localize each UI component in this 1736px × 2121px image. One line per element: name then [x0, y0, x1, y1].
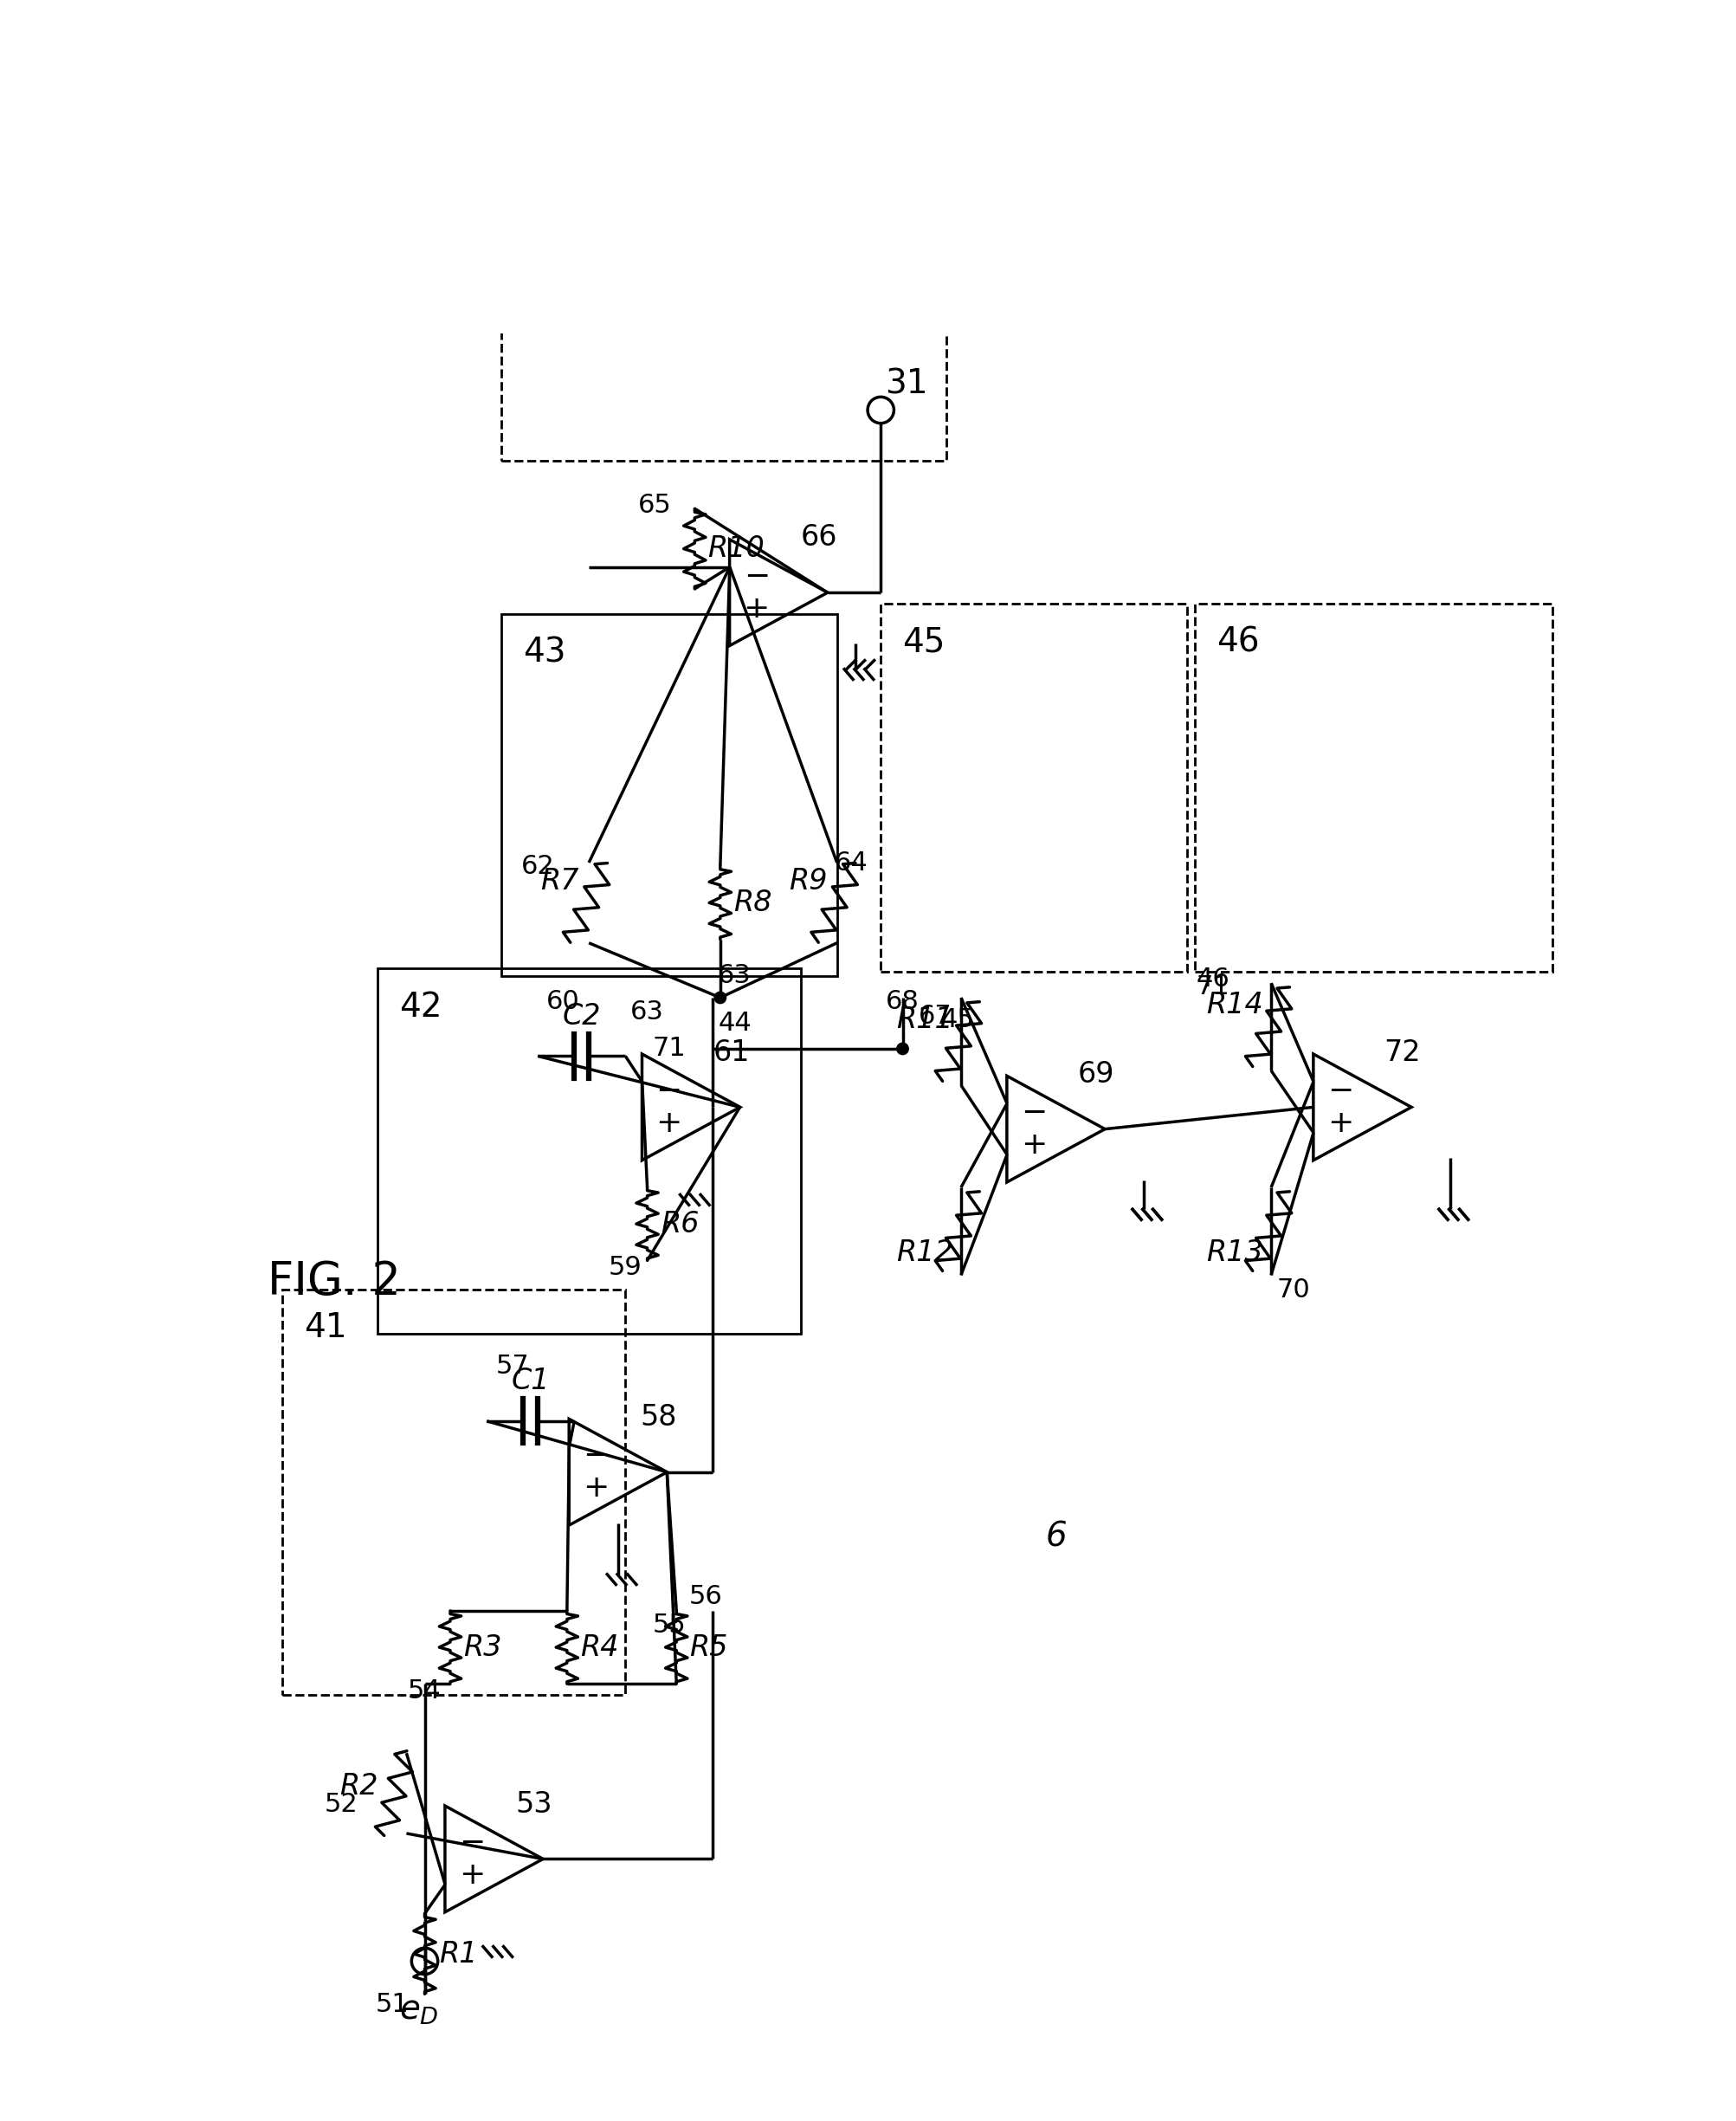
- Text: R1: R1: [439, 1939, 477, 1968]
- Text: +: +: [1021, 1130, 1047, 1160]
- Text: −: −: [743, 562, 769, 592]
- Text: +: +: [458, 1860, 484, 1890]
- Text: R3: R3: [464, 1633, 502, 1661]
- Text: R12: R12: [896, 1239, 953, 1268]
- Text: 65: 65: [637, 492, 672, 518]
- Text: 54: 54: [408, 1678, 441, 1703]
- Text: 55: 55: [653, 1612, 686, 1637]
- Text: 71: 71: [1196, 974, 1229, 999]
- Text: R14: R14: [1207, 991, 1264, 1020]
- Text: 43: 43: [523, 636, 566, 670]
- Text: 64: 64: [835, 851, 868, 876]
- Text: 56: 56: [689, 1584, 722, 1608]
- Text: 67: 67: [918, 1003, 953, 1029]
- Text: +: +: [583, 1474, 609, 1504]
- Bar: [1194, 604, 1552, 971]
- Text: 70: 70: [1276, 1277, 1311, 1302]
- Text: 42: 42: [399, 991, 443, 1022]
- Circle shape: [715, 993, 726, 1003]
- Text: R7: R7: [540, 867, 580, 895]
- Text: FIG. 2: FIG. 2: [267, 1260, 401, 1304]
- Text: 46: 46: [1196, 967, 1229, 993]
- Text: −: −: [1328, 1077, 1354, 1105]
- Text: C1: C1: [510, 1366, 550, 1396]
- Bar: [502, 0, 946, 460]
- Text: −: −: [583, 1442, 609, 1470]
- Text: R5: R5: [689, 1633, 727, 1661]
- Text: +: +: [656, 1109, 682, 1137]
- Text: 51: 51: [375, 1992, 408, 2017]
- Text: 69: 69: [1078, 1060, 1115, 1088]
- Text: −: −: [1021, 1099, 1047, 1128]
- Text: 63: 63: [630, 999, 665, 1024]
- Text: 63: 63: [719, 963, 752, 988]
- Text: 61: 61: [713, 1037, 750, 1067]
- Text: 46: 46: [1217, 626, 1259, 658]
- Text: R6: R6: [660, 1209, 700, 1239]
- Text: +: +: [743, 594, 769, 624]
- Text: +: +: [1326, 1109, 1354, 1137]
- Text: 6: 6: [1045, 1521, 1066, 1553]
- Text: −: −: [656, 1077, 682, 1105]
- Text: R10: R10: [708, 534, 766, 562]
- Text: 41: 41: [304, 1311, 347, 1345]
- Text: 66: 66: [800, 524, 837, 551]
- Text: 72: 72: [1384, 1037, 1422, 1067]
- Text: 62: 62: [521, 855, 554, 878]
- Text: 53: 53: [516, 1790, 552, 1818]
- Text: R8: R8: [733, 889, 773, 916]
- Text: 45: 45: [903, 626, 946, 658]
- Text: 52: 52: [325, 1792, 358, 1818]
- Bar: [502, 615, 837, 976]
- Text: R2: R2: [340, 1771, 378, 1801]
- Text: 57: 57: [495, 1353, 529, 1379]
- Bar: [283, 1290, 625, 1695]
- Bar: [377, 969, 800, 1334]
- Text: 71: 71: [653, 1037, 686, 1060]
- Text: 68: 68: [885, 988, 920, 1014]
- Text: −: −: [458, 1828, 484, 1858]
- Text: 58: 58: [641, 1404, 677, 1432]
- Text: R9: R9: [788, 867, 826, 895]
- Bar: [880, 604, 1187, 971]
- Text: R11: R11: [896, 1005, 953, 1033]
- Text: C2: C2: [562, 1001, 601, 1031]
- Circle shape: [898, 1044, 908, 1054]
- Text: 44: 44: [719, 1010, 752, 1035]
- Text: 31: 31: [885, 369, 927, 401]
- Text: 60: 60: [547, 988, 580, 1014]
- Text: $e_D$: $e_D$: [399, 1994, 439, 2028]
- Text: 45: 45: [941, 1007, 974, 1033]
- Text: 59: 59: [609, 1256, 642, 1281]
- Text: R4: R4: [580, 1633, 618, 1661]
- Text: R13: R13: [1207, 1239, 1264, 1268]
